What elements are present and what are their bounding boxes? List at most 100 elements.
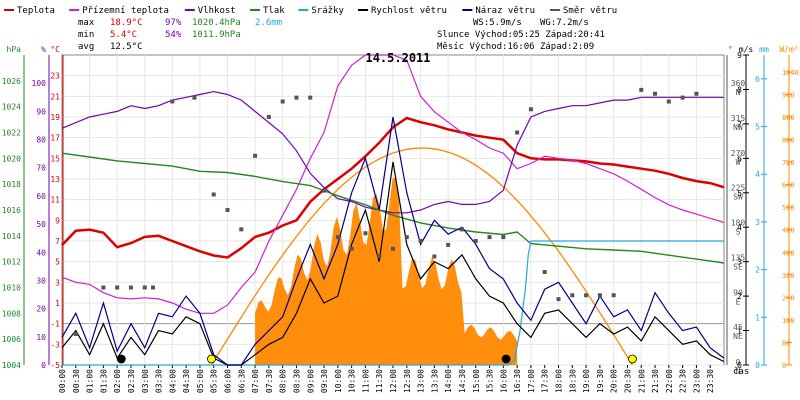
wind-direction-point bbox=[170, 99, 175, 104]
x-tick-label: 01:30 bbox=[99, 369, 108, 393]
x-tick-label: 13:30 bbox=[430, 369, 439, 393]
wm2-tick-label: 640 bbox=[782, 182, 795, 190]
wind-direction-point bbox=[151, 285, 156, 290]
hpa-tick-label: 1004 bbox=[2, 361, 21, 370]
wind-direction-point bbox=[128, 285, 133, 290]
moon-times: Měsíc Východ:16:06 Západ:2:09 bbox=[437, 42, 594, 52]
wind-direction-point bbox=[459, 227, 464, 232]
mm-tick-label: 1 bbox=[755, 313, 760, 322]
pct-tick-label: 90 bbox=[36, 107, 46, 116]
stat-min-label: min bbox=[78, 30, 94, 40]
x-tick-label: 23:00 bbox=[692, 369, 701, 393]
mm-tick-label: 6 bbox=[755, 75, 760, 84]
x-tick-label: 18:00 bbox=[555, 369, 564, 393]
wind-direction-point bbox=[487, 235, 492, 240]
x-tick-label: 17:00 bbox=[527, 369, 536, 393]
x-tick-label: 23:30 bbox=[706, 369, 715, 393]
wm2-axis-title: W/m² bbox=[779, 45, 798, 54]
x-tick-label: 12:00 bbox=[389, 369, 398, 393]
ms-tick-label: 0 bbox=[737, 361, 742, 370]
wm2-tick-label: 160 bbox=[782, 317, 795, 325]
wind-direction-point bbox=[501, 235, 506, 240]
x-tick-label: 15:30 bbox=[486, 369, 495, 393]
x-tick-label: 20:00 bbox=[610, 369, 619, 393]
axes: 1004100610081010101210141016101810201022… bbox=[2, 45, 799, 393]
x-tick-label: 05:00 bbox=[196, 369, 205, 393]
x-axis-label: čas bbox=[733, 366, 749, 377]
wind-direction-point bbox=[211, 192, 216, 197]
pct-tick-label: 30 bbox=[36, 276, 46, 285]
stat-max-label: max bbox=[78, 18, 95, 28]
x-tick-label: 10:30 bbox=[348, 369, 357, 393]
x-tick-label: 01:00 bbox=[86, 369, 95, 393]
x-tick-label: 11:00 bbox=[361, 369, 370, 393]
wind-direction-point bbox=[432, 254, 437, 259]
x-tick-label: 21:00 bbox=[637, 369, 646, 393]
ms-tick-label: 4 bbox=[737, 223, 742, 232]
temp-tick-label: 23 bbox=[50, 72, 60, 81]
wind-direction-point bbox=[391, 246, 395, 251]
hpa-tick-label: 1016 bbox=[2, 206, 21, 215]
temp-tick-label: -5 bbox=[50, 361, 60, 370]
ms-tick-label: 6 bbox=[737, 154, 742, 163]
dir-tick-compass: E bbox=[736, 297, 741, 306]
x-tick-label: 02:30 bbox=[127, 369, 136, 393]
x-tick-label: 11:30 bbox=[375, 369, 384, 393]
legend-label: Srážky bbox=[311, 6, 344, 16]
wind-direction-point bbox=[101, 285, 106, 290]
wind-direction-point bbox=[225, 208, 230, 212]
dir-tick-degrees: 0 bbox=[736, 358, 741, 367]
wind-direction-point bbox=[639, 87, 644, 92]
hpa-tick-label: 1022 bbox=[2, 129, 21, 138]
x-tick-label: 00:30 bbox=[72, 369, 81, 393]
x-tick-label: 07:30 bbox=[265, 369, 274, 393]
temp-tick-label: 7 bbox=[55, 237, 60, 246]
sun-times: Slunce Východ:05:25 Západ:20:41 bbox=[437, 30, 605, 40]
wind-wg: WG:7.2m/s bbox=[540, 18, 589, 28]
wind-direction-point bbox=[473, 239, 478, 243]
wind-direction-point bbox=[253, 153, 258, 158]
legend-label: Teplota bbox=[17, 6, 55, 16]
mm-tick-label: 3 bbox=[755, 218, 760, 227]
x-tick-label: 04:00 bbox=[168, 369, 177, 393]
temp-tick-label: -3 bbox=[50, 340, 60, 349]
dir-tick-compass: NW bbox=[733, 123, 743, 132]
ms-tick-label: 1 bbox=[737, 327, 742, 336]
pct-tick-label: 20 bbox=[36, 305, 46, 314]
wind-direction-point bbox=[570, 293, 575, 298]
hpa-axis-title: hPa bbox=[7, 45, 22, 54]
legend-label: Směr větru bbox=[563, 6, 617, 16]
dir-tick-degrees: 45 bbox=[733, 323, 743, 332]
dir-tick-degrees: 135 bbox=[731, 253, 746, 262]
x-tick-label: 16:30 bbox=[513, 369, 522, 393]
wind-direction-point bbox=[377, 254, 382, 259]
x-tick-label: 15:00 bbox=[472, 369, 481, 393]
hpa-tick-label: 1006 bbox=[2, 335, 21, 344]
wm2-tick-label: 400 bbox=[782, 249, 795, 257]
temp-tick-label: 13 bbox=[50, 175, 60, 184]
dir-tick-compass: SW bbox=[733, 193, 743, 202]
wind-direction-point bbox=[653, 91, 658, 96]
wind-direction-point bbox=[322, 188, 327, 193]
stat-avg-temp: 12.5°C bbox=[110, 42, 143, 52]
hpa-tick-label: 1012 bbox=[2, 258, 21, 267]
x-tick-label: 06:00 bbox=[224, 369, 233, 393]
sunrise-marker bbox=[207, 354, 216, 364]
pct-tick-label: 0 bbox=[41, 361, 46, 370]
wind-direction-point bbox=[515, 130, 520, 135]
dir-tick-compass: NE bbox=[733, 332, 743, 341]
temp-tick-label: 1 bbox=[55, 299, 60, 308]
hpa-tick-label: 1026 bbox=[2, 77, 21, 86]
stat-min-press: 1011.9hPa bbox=[192, 30, 241, 40]
x-tick-label: 21:30 bbox=[651, 369, 660, 393]
wm2-tick-label: 480 bbox=[782, 227, 795, 235]
x-tick-label: 07:00 bbox=[251, 369, 260, 393]
stats-block: max 18.9°C 97% 1020.4hPa 2.6mm min 5.4°C… bbox=[78, 18, 282, 52]
x-tick-label: 03:30 bbox=[155, 369, 164, 393]
x-tick-label: 22:30 bbox=[679, 369, 688, 393]
x-tick-label: 04:30 bbox=[182, 369, 191, 393]
hpa-tick-label: 1020 bbox=[2, 154, 21, 163]
ms-tick-label: 7 bbox=[737, 120, 742, 129]
wind-direction-point bbox=[694, 91, 699, 96]
